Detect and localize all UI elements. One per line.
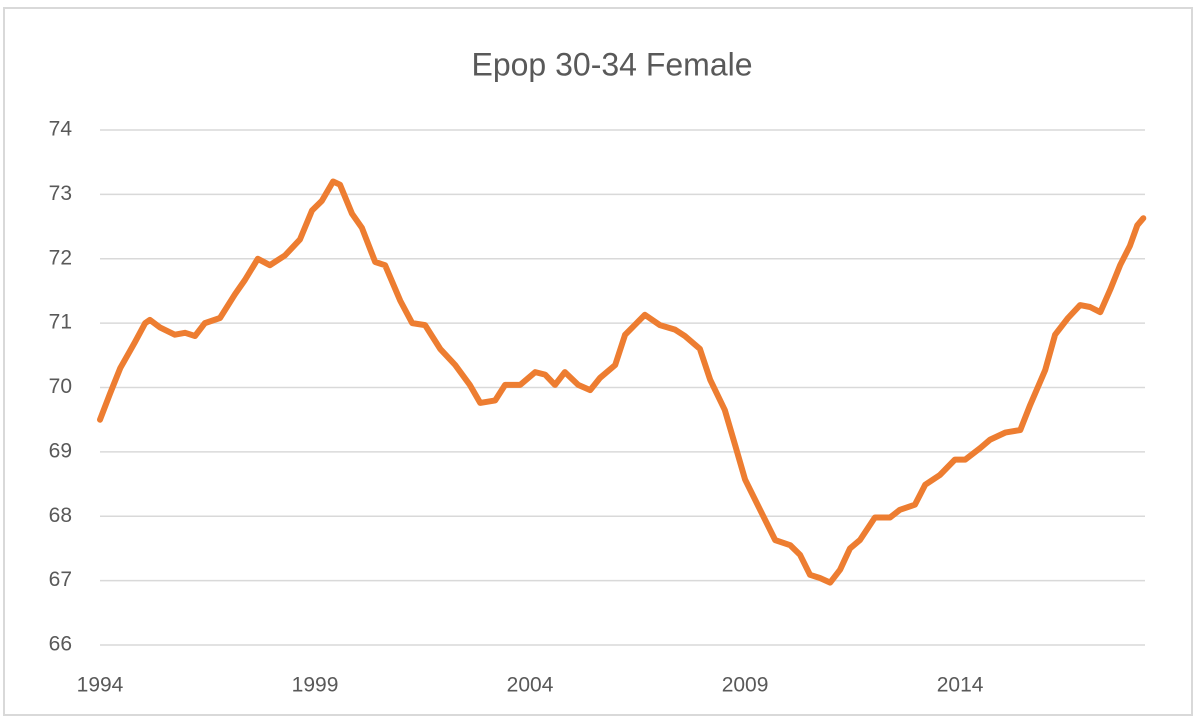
y-tick-label: 73 bbox=[49, 182, 72, 205]
chart-title: Epop 30-34 Female bbox=[471, 46, 752, 82]
y-tick-label: 70 bbox=[49, 375, 72, 398]
y-tick-label: 66 bbox=[49, 633, 72, 656]
y-tick-label: 67 bbox=[49, 568, 72, 591]
y-tick-label: 74 bbox=[49, 118, 73, 141]
data-line bbox=[97, 178, 1147, 586]
y-tick-label: 71 bbox=[49, 311, 72, 334]
x-tick-label: 1994 bbox=[77, 674, 124, 697]
x-tick-label: 1999 bbox=[292, 674, 339, 697]
x-tick-label: 2014 bbox=[937, 674, 984, 697]
chart-border bbox=[3, 7, 1193, 716]
y-tick-label: 68 bbox=[49, 504, 72, 527]
x-tick-label: 2009 bbox=[722, 674, 769, 697]
x-tick-label: 2004 bbox=[507, 674, 554, 697]
y-tick-label: 69 bbox=[49, 439, 72, 462]
y-tick-label: 72 bbox=[49, 246, 72, 269]
